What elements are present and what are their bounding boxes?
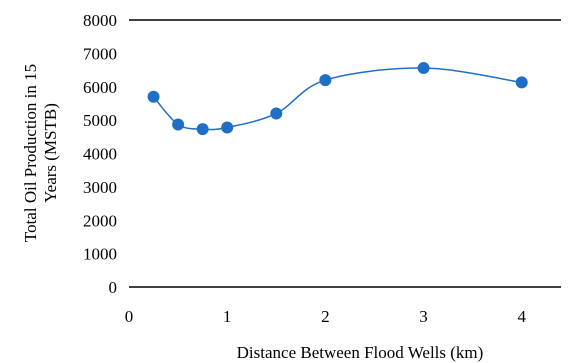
data-point: [417, 62, 430, 75]
y-tick-label: 3000: [83, 178, 117, 197]
x-tick-label: 4: [517, 307, 526, 326]
data-point: [196, 123, 209, 136]
data-point: [172, 118, 185, 131]
data-point: [319, 74, 332, 87]
data-point: [221, 121, 234, 134]
x-tick-labels: 0 1 2 3 4: [125, 307, 527, 326]
x-tick-label: 2: [321, 307, 330, 326]
x-tick-label: 1: [223, 307, 232, 326]
trend-line: [152, 67, 522, 131]
y-tick-label: 7000: [83, 44, 117, 63]
y-tick-label: 0: [109, 278, 118, 297]
data-point: [515, 76, 528, 89]
y-tick-labels: 0 1000 2000 3000 4000 5000 6000 7000 8000: [83, 11, 117, 297]
x-tick-label: 0: [125, 307, 134, 326]
data-point: [270, 107, 283, 120]
data-points: [147, 62, 528, 136]
y-tick-label: 4000: [83, 145, 117, 164]
data-point: [147, 90, 160, 103]
y-tick-label: 8000: [83, 11, 117, 30]
y-tick-label: 1000: [83, 245, 117, 264]
y-tick-label: 6000: [83, 78, 117, 97]
x-axis-title: Distance Between Flood Wells (km): [237, 343, 484, 362]
y-axis-title-line-2: Years (MSTB): [41, 103, 60, 203]
x-tick-label: 3: [419, 307, 428, 326]
y-axis-title-line-1: Total Oil Production in 15: [21, 64, 40, 242]
y-tick-label: 2000: [83, 211, 117, 230]
y-tick-label: 5000: [83, 111, 117, 130]
